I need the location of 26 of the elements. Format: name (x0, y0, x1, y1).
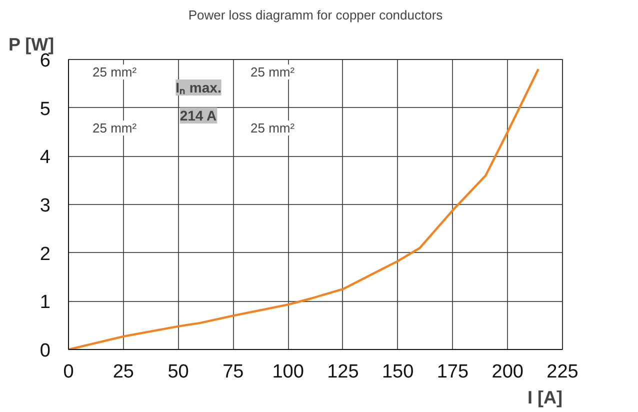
x-tick-label: 0 (63, 362, 74, 382)
annotation: 25 mm² (92, 64, 138, 80)
x-tick-label: 125 (327, 362, 359, 382)
y-tick-label: 2 (40, 244, 51, 265)
annotation: Iₙ max. (176, 80, 222, 96)
x-tick-label: 25 (112, 362, 134, 382)
x-tick-label: 150 (382, 362, 414, 382)
x-tick-label: 225 (546, 362, 578, 382)
x-tick-label: 75 (222, 362, 244, 382)
x-axis-title: I [A] (528, 388, 563, 408)
line-series (68, 68, 540, 350)
annotation: 25 mm² (250, 120, 296, 136)
y-axis-title: P [W] (8, 34, 54, 54)
chart-subtitle: Power loss diagramm for copper conductors (188, 8, 444, 22)
y-tick-label: 3 (40, 196, 51, 216)
x-tick-label: 50 (168, 362, 189, 382)
y-tick-label: 1 (40, 292, 51, 314)
y-tick-label: 5 (40, 98, 51, 120)
y-tick-label: 0 (40, 340, 51, 362)
x-tick-label: 200 (492, 362, 524, 382)
x-tick-label: 175 (436, 362, 469, 382)
y-tick-label: 4 (40, 147, 51, 168)
x-tick-label: 100 (272, 362, 304, 382)
annotation: 25 mm² (250, 64, 296, 80)
annotation: 214 A (180, 108, 217, 124)
annotation: 25 mm² (92, 120, 138, 136)
